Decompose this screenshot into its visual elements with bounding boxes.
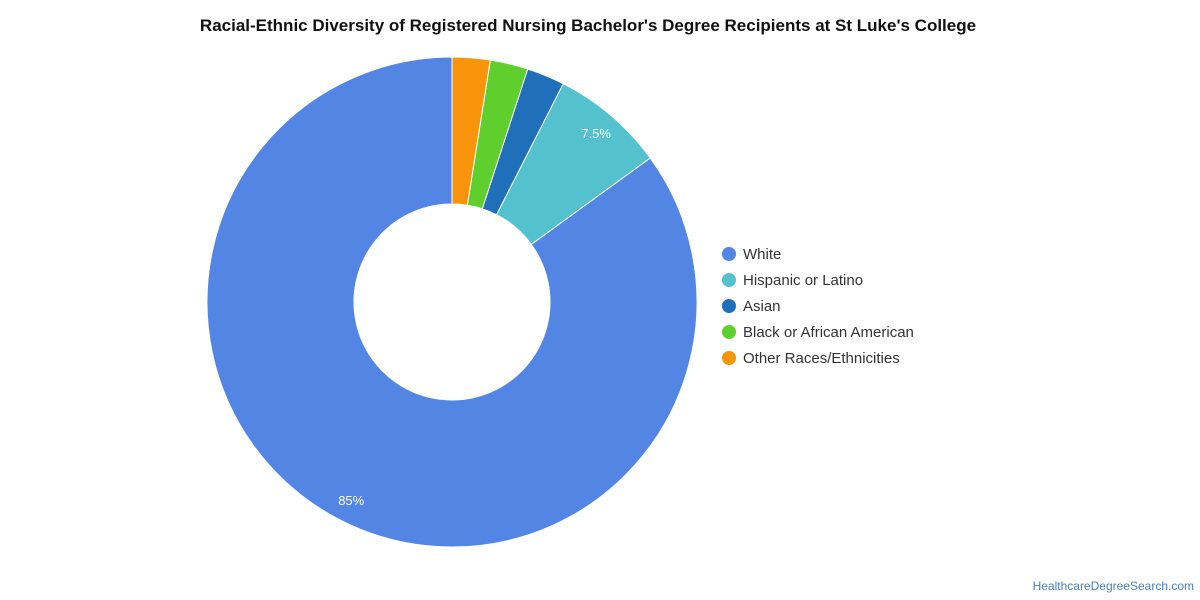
slice-white[interactable]: [206, 56, 698, 548]
legend-item-hispanic-or-latino[interactable]: Hispanic or Latino: [722, 267, 914, 293]
legend-label: White: [743, 245, 782, 263]
source-link[interactable]: HealthcareDegreeSearch.com: [1032, 579, 1194, 593]
legend-item-black-or-african-american[interactable]: Black or African American: [722, 319, 914, 345]
legend-swatch-icon: [722, 273, 736, 287]
legend-swatch-icon: [722, 299, 736, 313]
legend-label: Asian: [743, 297, 781, 315]
legend-label: Other Races/Ethnicities: [743, 349, 900, 367]
legend-swatch-icon: [722, 247, 736, 261]
legend-item-asian[interactable]: Asian: [722, 293, 914, 319]
slice-other-races-ethnicities[interactable]: [451, 56, 491, 206]
legend-item-other-races-ethnicities[interactable]: Other Races/Ethnicities: [722, 345, 914, 371]
legend-swatch-icon: [722, 325, 736, 339]
data-label-hispanic-or-latino: 7.5%: [581, 126, 611, 141]
chart-title: Racial-Ethnic Diversity of Registered Nu…: [199, 16, 977, 35]
legend-label: Black or African American: [743, 323, 914, 341]
data-label-white: 85%: [338, 493, 364, 508]
legend-item-white[interactable]: White: [722, 241, 914, 267]
legend-label: Hispanic or Latino: [743, 271, 864, 289]
chart-legend: White Hispanic or Latino Asian Black or Afr…: [722, 241, 914, 371]
legend-swatch-icon: [722, 351, 736, 365]
